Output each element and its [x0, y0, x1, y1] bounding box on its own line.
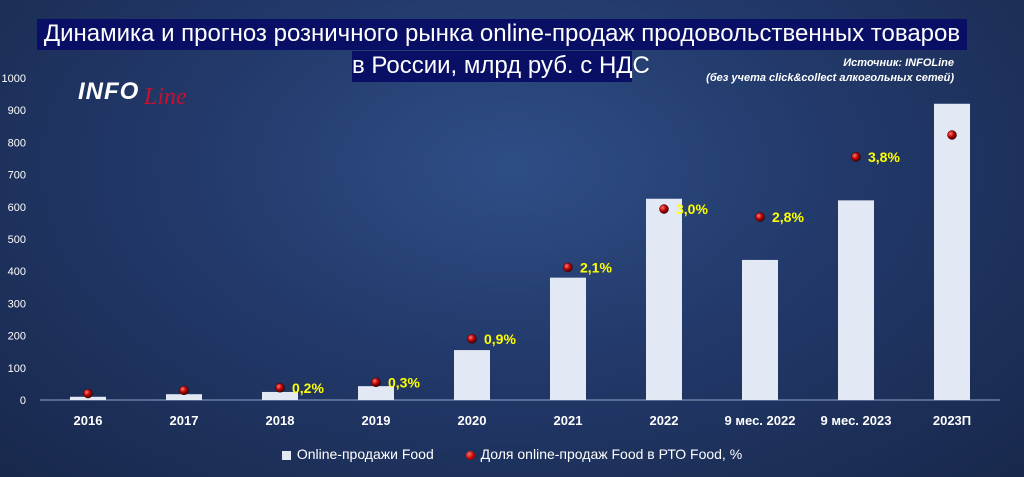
share-dot	[851, 152, 861, 162]
chart-title-line2: в России, млрд руб. с НДС	[352, 51, 650, 82]
legend-bar-swatch	[281, 451, 291, 461]
share-dot	[83, 388, 93, 399]
y-tick-label: 0	[20, 395, 26, 407]
legend-dot-swatch	[465, 451, 475, 461]
x-tick-label: 2017	[170, 413, 199, 428]
share-label: 2,1%	[580, 259, 612, 275]
y-tick-label: 600	[8, 202, 26, 214]
x-tick-label: 2016	[74, 413, 103, 428]
bar	[934, 103, 970, 400]
share-label: 0,9%	[484, 331, 516, 347]
y-tick-label: 100	[8, 363, 26, 375]
logo-line-text: Line	[144, 84, 187, 110]
share-dot	[371, 377, 381, 388]
y-tick-label: 200	[8, 331, 26, 343]
legend-dots-label: Доля online-продаж Food в РТО Food, %	[480, 446, 743, 463]
x-tick-label: 2020	[458, 413, 487, 428]
x-tick-label: 2022	[650, 413, 679, 428]
logo-info-text: INFO	[78, 78, 140, 105]
bar	[646, 198, 682, 400]
x-tick-label: 9 мес. 2023	[821, 413, 892, 428]
x-tick-label: 2021	[554, 413, 583, 428]
legend-item-dots: Доля online-продаж Food в РТО Food, %	[465, 446, 743, 463]
legend-item-bars: Online-продажи Food	[281, 446, 434, 463]
bar	[262, 391, 298, 400]
chart-title-line1: Динамика и прогноз розничного рынка onli…	[37, 19, 967, 50]
share-dot	[563, 262, 573, 273]
y-tick-label: 900	[8, 105, 26, 117]
share-dot	[467, 334, 477, 344]
share-dot	[275, 383, 285, 393]
share-label: 2,8%	[772, 209, 804, 225]
source-note-detail: (без учета click&collect алкогольных сет…	[706, 72, 954, 84]
share-label: 3,8%	[868, 149, 900, 165]
bar	[550, 277, 586, 400]
y-tick-label: 500	[8, 234, 26, 246]
share-label: 0,2%	[292, 380, 324, 396]
share-label: 3,0%	[676, 201, 708, 217]
y-tick-label: 400	[8, 266, 26, 278]
source-note: Источник: INFOLine	[843, 57, 954, 69]
share-dot	[659, 204, 669, 214]
bar	[454, 350, 490, 400]
share-dot	[755, 212, 765, 222]
chart-legend: Online-продажи Food Доля online-продаж F…	[0, 445, 1024, 462]
x-tick-label: 2023П	[933, 413, 971, 428]
y-tick-label: 300	[8, 298, 26, 310]
share-label: 0,3%	[388, 374, 420, 390]
share-dot	[947, 130, 957, 140]
y-tick-label: 700	[8, 170, 26, 182]
bar	[838, 200, 874, 400]
x-tick-label: 2018	[266, 413, 295, 428]
share-dot	[179, 385, 189, 396]
legend-bars-label: Online-продажи Food	[296, 446, 434, 463]
bar	[358, 386, 394, 400]
bar	[70, 396, 106, 400]
y-tick-label: 1000	[2, 73, 26, 85]
y-tick-label: 800	[8, 137, 26, 149]
x-tick-label: 9 мес. 2022	[725, 413, 796, 428]
x-tick-label: 2019	[362, 413, 391, 428]
bar	[166, 394, 202, 400]
bar	[742, 259, 778, 400]
infoline-logo: INFO Line	[78, 78, 187, 110]
